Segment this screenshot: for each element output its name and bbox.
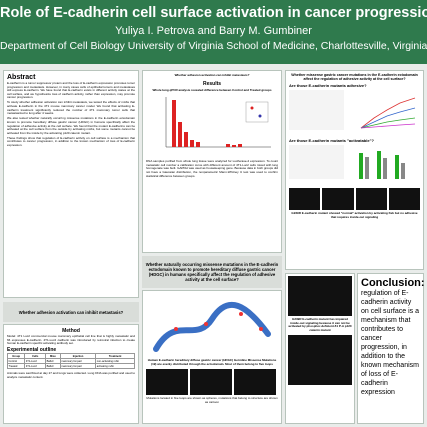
results-heading: Results xyxy=(202,80,222,87)
chart-title: Whole lung qPCR analysis revealed differ… xyxy=(152,87,272,92)
title: Role of E-cadherin cell surface activati… xyxy=(0,5,427,21)
affiliation: Department of Cell Biology University of… xyxy=(0,40,427,52)
right-question: Whether missense gastric cancer mutation… xyxy=(291,73,418,81)
figure xyxy=(165,97,271,148)
abstract-panel: Abstract E-cadherin is a tumor suppresso… xyxy=(3,70,139,298)
method-text: Model: 4T1 Luc2 commercial mouse mammary… xyxy=(7,334,135,346)
results-text: DNA samples purified from whole lung tis… xyxy=(146,159,278,178)
table-cell: Balb/c xyxy=(45,363,61,370)
paragraph: We also tested whether naturally occurri… xyxy=(7,116,135,135)
table-cell: 4T1-Luc2 xyxy=(24,363,47,370)
conclusion-heading: Conclusion: xyxy=(361,277,425,289)
table-row: Treated 4T1-Luc2 Balb/c mammary fat pad acti… xyxy=(6,363,135,370)
paragraph: E-cadherin is a tumor suppressor protein… xyxy=(7,81,135,100)
question: Whether naturally occurring missense mut… xyxy=(142,256,282,288)
diagram-note: Mutations located in five loops are show… xyxy=(146,396,278,404)
outline-table: Group Cells Mice Injection Treatment Control 4… xyxy=(6,353,135,370)
abstract-heading: Abstract xyxy=(7,74,36,81)
method-heading: Method xyxy=(62,328,80,334)
question: Whether adhesion activation can inhibit … xyxy=(3,302,139,322)
micrograph xyxy=(234,369,276,396)
figure xyxy=(289,145,405,180)
outline-heading: Experimental outline xyxy=(7,347,57,354)
table-cell: mammary fat pad xyxy=(59,363,97,370)
micrograph xyxy=(190,369,232,396)
results-question: Whether adhesion activation can inhibit … xyxy=(174,73,250,77)
caption: G239R E-cadherin mutant showed "normal" … xyxy=(291,211,418,219)
authors: Yuliya I. Petrova and Barry M. Gumbiner xyxy=(115,25,312,37)
diagram-caption: Human E-cadherin hereditary diffuse gast… xyxy=(147,358,277,366)
results-panel: Whether adhesion activation can inhibit … xyxy=(142,70,282,253)
paragraph: These findings show that regulation of E… xyxy=(7,135,135,147)
micrograph xyxy=(355,188,387,211)
micrograph xyxy=(322,188,354,211)
protein-diagram xyxy=(153,301,271,352)
paragraph: To study whether adhesion activation can… xyxy=(7,100,135,116)
subheading: Are those E-cadherin mutants "activatabl… xyxy=(289,138,374,144)
abstract-body: E-cadherin is a tumor suppressor protein… xyxy=(7,81,135,148)
conclusion-panel: Conclusion: regulation of E-cadherin act… xyxy=(357,273,425,424)
micrograph xyxy=(288,276,352,316)
micrograph xyxy=(388,188,420,211)
conclusion-text: regulation of E-cadherin activity on cel… xyxy=(361,290,419,396)
table-cell: Treated xyxy=(6,363,26,370)
table-cell: activating mAb xyxy=(95,363,135,370)
micrograph xyxy=(289,188,321,211)
micrograph xyxy=(146,369,188,396)
subheading: Are those E-cadherin mutants adhesive? xyxy=(289,83,367,89)
micrograph xyxy=(288,335,352,386)
caption: G239R E-cadherin mutant has impaired ins… xyxy=(288,317,352,332)
figure xyxy=(289,90,416,131)
method-panel: Method Model: 4T1 Luc2 commercial mouse … xyxy=(3,324,139,424)
header: Role of E-cadherin cell surface activati… xyxy=(0,0,427,64)
outline-note: Animals were sacrificed at day 27 and lu… xyxy=(7,371,135,379)
diagram-panel: Human E-cadherin hereditary diffuse gast… xyxy=(142,290,282,424)
mutations-panel: Whether missense gastric cancer mutation… xyxy=(285,70,424,270)
activation-panel: G239R E-cadherin mutant has impaired ins… xyxy=(285,273,355,424)
